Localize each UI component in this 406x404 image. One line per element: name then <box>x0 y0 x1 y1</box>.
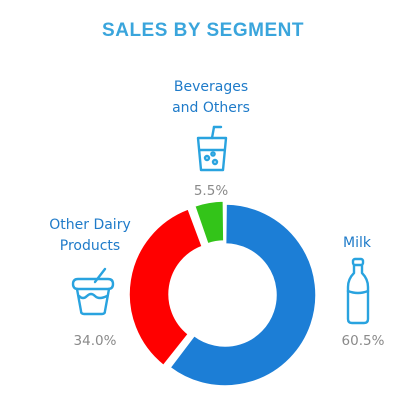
milk-percent: 60.5% <box>341 333 385 349</box>
beverages-label: Beverages and Others <box>150 77 272 119</box>
beverages-percent: 5.5% <box>193 183 229 199</box>
beverages-label-line1: Beverages <box>173 79 249 95</box>
yogurt-cup-icon <box>71 267 115 316</box>
beverages-label-line2: and Others <box>172 100 250 116</box>
milk-bottle-icon <box>346 257 370 325</box>
milk-slice <box>169 203 317 387</box>
chart-title: SALES BY SEGMENT <box>102 20 304 41</box>
other-dairy-slice <box>128 208 204 367</box>
dairy-percent: 34.0% <box>73 333 117 349</box>
dairy-label: Other Dairy Products <box>35 215 145 257</box>
drink-cup-icon <box>196 125 228 172</box>
dairy-label-line2: Products <box>59 238 121 254</box>
milk-label: Milk <box>343 235 371 251</box>
beverages-slice <box>193 200 225 245</box>
dairy-label-line1: Other Dairy <box>49 217 131 233</box>
